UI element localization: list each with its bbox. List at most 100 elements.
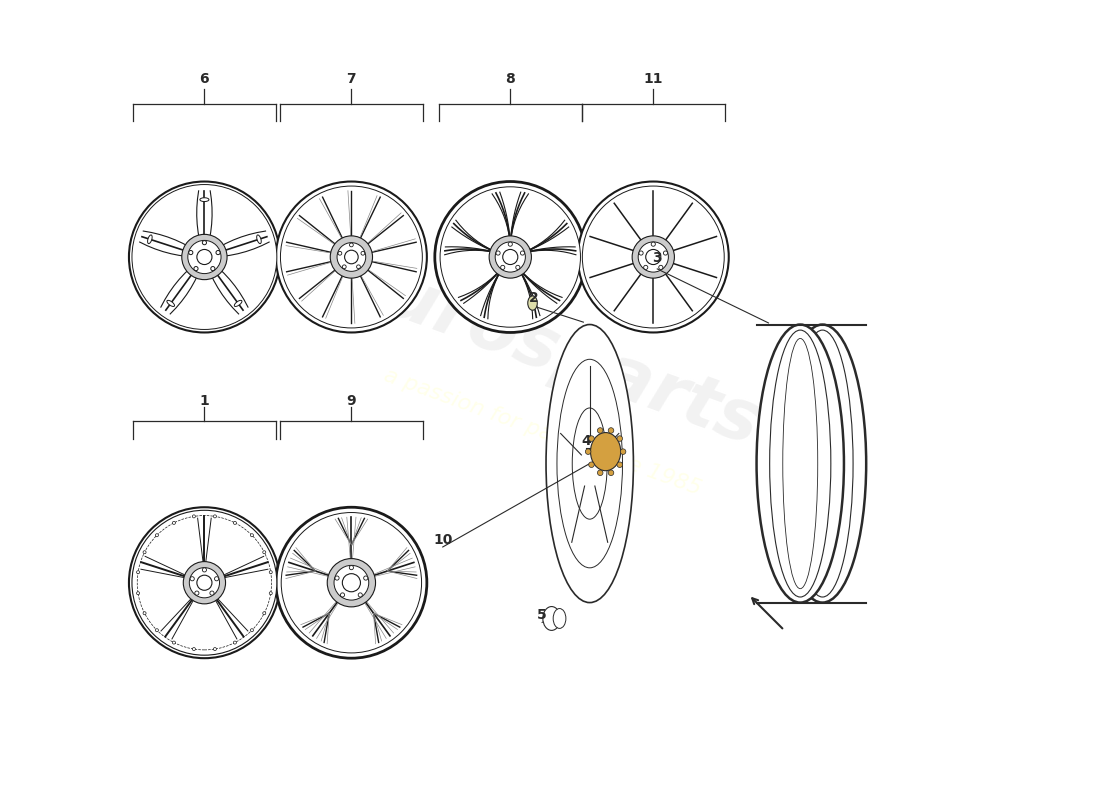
Ellipse shape bbox=[197, 575, 212, 590]
Ellipse shape bbox=[359, 593, 362, 597]
Ellipse shape bbox=[338, 251, 342, 255]
Ellipse shape bbox=[361, 251, 365, 255]
Ellipse shape bbox=[620, 449, 626, 454]
Ellipse shape bbox=[617, 436, 623, 442]
Ellipse shape bbox=[188, 240, 221, 274]
Ellipse shape bbox=[330, 236, 373, 278]
Ellipse shape bbox=[200, 198, 209, 202]
Ellipse shape bbox=[588, 436, 594, 442]
Text: 11: 11 bbox=[644, 72, 663, 86]
Ellipse shape bbox=[608, 428, 614, 434]
Ellipse shape bbox=[202, 568, 207, 572]
Ellipse shape bbox=[496, 251, 500, 255]
Ellipse shape bbox=[350, 566, 353, 570]
Ellipse shape bbox=[585, 449, 591, 454]
Ellipse shape bbox=[632, 236, 674, 278]
Ellipse shape bbox=[263, 550, 266, 554]
Ellipse shape bbox=[276, 507, 427, 658]
Ellipse shape bbox=[216, 250, 220, 254]
Ellipse shape bbox=[202, 241, 207, 245]
Ellipse shape bbox=[572, 408, 607, 519]
Ellipse shape bbox=[155, 629, 158, 632]
Ellipse shape bbox=[189, 250, 192, 254]
Ellipse shape bbox=[136, 592, 140, 594]
Ellipse shape bbox=[490, 236, 531, 278]
Ellipse shape bbox=[129, 182, 279, 333]
Ellipse shape bbox=[213, 647, 217, 650]
Ellipse shape bbox=[617, 462, 623, 467]
Ellipse shape bbox=[136, 570, 140, 574]
Ellipse shape bbox=[588, 462, 594, 467]
Ellipse shape bbox=[508, 242, 513, 246]
Ellipse shape bbox=[270, 570, 273, 574]
Ellipse shape bbox=[214, 577, 219, 581]
Ellipse shape bbox=[251, 534, 253, 537]
Text: 7: 7 bbox=[346, 72, 356, 86]
Text: 2: 2 bbox=[529, 290, 539, 305]
Text: 10: 10 bbox=[433, 533, 452, 547]
Ellipse shape bbox=[340, 593, 344, 597]
Ellipse shape bbox=[155, 534, 158, 537]
Ellipse shape bbox=[597, 428, 603, 434]
Ellipse shape bbox=[597, 470, 603, 475]
Ellipse shape bbox=[143, 550, 146, 554]
Ellipse shape bbox=[210, 591, 214, 595]
Ellipse shape bbox=[495, 242, 526, 272]
Ellipse shape bbox=[591, 433, 620, 470]
Ellipse shape bbox=[197, 250, 212, 265]
Ellipse shape bbox=[192, 647, 196, 650]
Ellipse shape bbox=[167, 300, 175, 306]
Text: eurosparts: eurosparts bbox=[330, 244, 770, 460]
Ellipse shape bbox=[263, 612, 266, 614]
Ellipse shape bbox=[233, 641, 236, 644]
Ellipse shape bbox=[195, 591, 199, 595]
Ellipse shape bbox=[143, 612, 146, 614]
Ellipse shape bbox=[129, 507, 279, 658]
Ellipse shape bbox=[276, 182, 427, 333]
Ellipse shape bbox=[342, 265, 346, 269]
Ellipse shape bbox=[334, 566, 368, 600]
Text: 1: 1 bbox=[199, 394, 209, 408]
Ellipse shape bbox=[757, 325, 844, 602]
Ellipse shape bbox=[336, 576, 339, 580]
Ellipse shape bbox=[546, 325, 634, 602]
Ellipse shape bbox=[639, 251, 643, 255]
Ellipse shape bbox=[500, 266, 505, 270]
Ellipse shape bbox=[503, 250, 518, 265]
Ellipse shape bbox=[543, 606, 560, 630]
Ellipse shape bbox=[356, 265, 361, 269]
Ellipse shape bbox=[173, 522, 175, 524]
Ellipse shape bbox=[528, 296, 537, 310]
Ellipse shape bbox=[270, 592, 273, 594]
Text: 5: 5 bbox=[537, 609, 547, 622]
Ellipse shape bbox=[644, 266, 648, 270]
Ellipse shape bbox=[280, 186, 422, 328]
Ellipse shape bbox=[651, 242, 656, 246]
Ellipse shape bbox=[638, 242, 669, 272]
Ellipse shape bbox=[190, 577, 195, 581]
Text: 3: 3 bbox=[652, 251, 662, 265]
Ellipse shape bbox=[147, 235, 152, 244]
Ellipse shape bbox=[770, 330, 830, 597]
Ellipse shape bbox=[194, 266, 198, 270]
Ellipse shape bbox=[578, 182, 728, 333]
Ellipse shape bbox=[233, 522, 236, 524]
Ellipse shape bbox=[553, 609, 565, 629]
Ellipse shape bbox=[520, 251, 525, 255]
Ellipse shape bbox=[282, 513, 421, 653]
Ellipse shape bbox=[337, 242, 365, 271]
Ellipse shape bbox=[434, 182, 585, 333]
Ellipse shape bbox=[557, 359, 623, 568]
Text: 4: 4 bbox=[581, 434, 591, 448]
Ellipse shape bbox=[213, 515, 217, 518]
Ellipse shape bbox=[344, 250, 359, 264]
Ellipse shape bbox=[184, 562, 226, 604]
Ellipse shape bbox=[516, 266, 520, 270]
Text: 6: 6 bbox=[199, 72, 209, 86]
Ellipse shape bbox=[350, 243, 353, 247]
Ellipse shape bbox=[663, 251, 668, 255]
Ellipse shape bbox=[327, 558, 375, 607]
Ellipse shape bbox=[234, 300, 242, 306]
Ellipse shape bbox=[132, 510, 277, 655]
Ellipse shape bbox=[440, 187, 581, 327]
